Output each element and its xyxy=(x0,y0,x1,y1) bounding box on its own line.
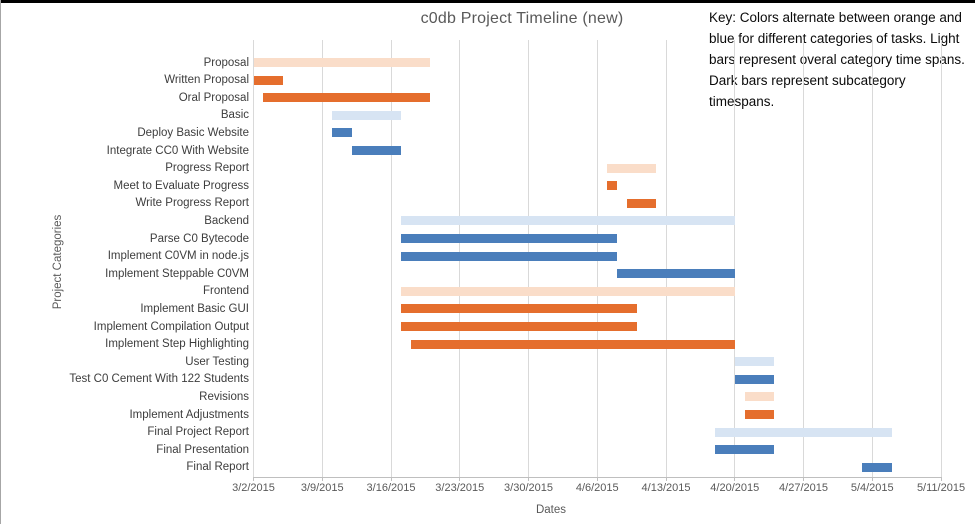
x-tick-label: 4/27/2015 xyxy=(779,482,828,494)
x-axis-tick xyxy=(390,477,392,481)
gantt-bar xyxy=(400,304,637,314)
x-tick-label: 4/6/2015 xyxy=(575,482,619,494)
x-tick-label: 3/16/2015 xyxy=(366,482,416,494)
gantt-bar xyxy=(607,181,617,191)
gridline xyxy=(665,40,667,477)
task-label: Progress Report xyxy=(165,162,249,175)
gantt-bar xyxy=(715,427,892,437)
gantt-bar xyxy=(626,198,657,208)
gridline xyxy=(390,40,392,477)
task-label: Meet to Evaluate Progress xyxy=(113,179,249,192)
gantt-bar xyxy=(400,286,735,296)
task-label: User Testing xyxy=(185,355,249,368)
task-label: Proposal xyxy=(203,56,249,69)
x-axis-line xyxy=(253,477,942,478)
gantt-bar xyxy=(332,128,352,138)
color-key-note: Key: Colors alternate between orange and… xyxy=(709,10,965,109)
gantt-bar xyxy=(607,163,657,173)
task-label: Implement Compilation Output xyxy=(93,320,249,333)
top-border-line xyxy=(0,0,975,3)
task-label: Implement Step Highlighting xyxy=(105,338,249,351)
x-axis-tick xyxy=(734,477,736,481)
task-label: Deploy Basic Website xyxy=(137,126,249,139)
gantt-bar xyxy=(734,357,775,367)
x-axis-tick xyxy=(253,477,254,481)
gantt-bar xyxy=(253,75,283,85)
gantt-bar xyxy=(744,392,775,402)
x-tick-label: 4/13/2015 xyxy=(641,482,691,494)
gantt-bar xyxy=(400,251,617,261)
task-label: Final Report xyxy=(186,461,249,474)
task-label: Written Proposal xyxy=(164,74,249,87)
task-label: Final Presentation xyxy=(156,443,249,456)
task-label: Write Progress Report xyxy=(135,197,249,210)
task-label: Integrate CC0 With Website xyxy=(106,144,249,157)
gantt-bar xyxy=(862,462,892,472)
gantt-bar xyxy=(253,58,431,67)
x-axis-tick xyxy=(528,477,529,481)
x-tick-label: 3/9/2015 xyxy=(300,482,344,494)
x-axis-tick xyxy=(871,477,873,481)
x-axis-tick xyxy=(459,477,461,481)
task-label: Implement Basic GUI xyxy=(140,302,249,315)
task-label: Oral Proposal xyxy=(178,91,249,104)
task-label: Implement Adjustments xyxy=(129,408,249,421)
task-label: Frontend xyxy=(202,285,249,298)
task-label: Parse C0 Bytecode xyxy=(149,232,249,245)
gridline xyxy=(253,40,254,477)
x-tick-label: 3/23/2015 xyxy=(435,482,485,494)
gridline xyxy=(321,40,323,477)
gantt-bar xyxy=(400,234,617,243)
x-axis-tick xyxy=(321,477,323,481)
gantt-bar xyxy=(715,445,775,455)
x-tick-label: 3/30/2015 xyxy=(504,482,553,494)
gantt-bar xyxy=(616,269,735,279)
chart-title: c0db Project Timeline (new) xyxy=(420,10,624,27)
x-axis-tick xyxy=(803,477,804,481)
x-axis-title: Dates xyxy=(535,504,567,516)
gantt-bar xyxy=(332,110,401,120)
x-tick-label: 4/20/2015 xyxy=(710,482,760,494)
task-label: Test C0 Cement With 122 Students xyxy=(69,373,249,386)
x-axis-tick xyxy=(596,477,598,481)
task-label: Final Project Report xyxy=(147,426,249,439)
left-border-line xyxy=(0,0,1,524)
task-label: Basic xyxy=(220,109,249,122)
task-label: Implement Steppable C0VM xyxy=(105,267,249,280)
gridline xyxy=(871,40,873,477)
x-tick-label: 3/2/2015 xyxy=(232,482,275,494)
gantt-bar xyxy=(263,93,431,103)
gantt-bar xyxy=(351,146,401,155)
task-label: Backend xyxy=(204,214,249,227)
x-axis-tick xyxy=(665,477,667,481)
gantt-bar xyxy=(400,322,637,331)
x-tick-label: 5/11/2015 xyxy=(916,482,966,494)
gridline xyxy=(803,40,804,477)
task-label: Revisions xyxy=(199,390,249,403)
gantt-bar xyxy=(744,410,775,419)
gantt-bar xyxy=(734,374,775,384)
gantt-bar xyxy=(400,216,735,226)
task-label: Implement C0VM in node.js xyxy=(107,250,249,263)
gantt-bar xyxy=(410,339,735,349)
x-tick-label: 5/4/2015 xyxy=(850,482,894,494)
x-axis-tick xyxy=(940,477,942,481)
gridline xyxy=(940,40,942,477)
gridline xyxy=(734,40,736,477)
